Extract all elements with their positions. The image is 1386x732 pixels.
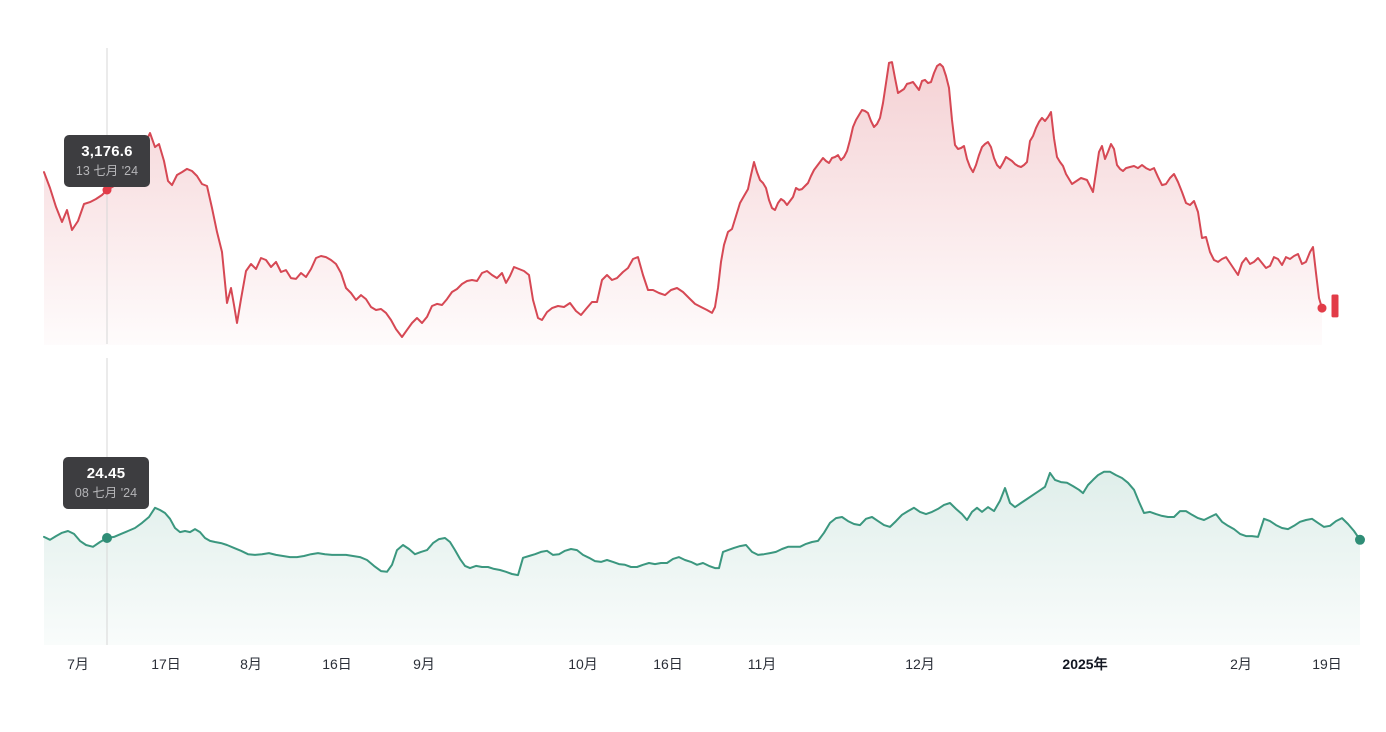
x-axis-tick: 7月 [67,656,89,672]
crosshair-dot-top-series [102,185,112,195]
x-axis-tick: 11月 [747,656,777,672]
x-axis-tick: 8月 [240,656,262,672]
series-line-bottom-series [43,470,1361,577]
tooltip-bottom-value: 24.45 [86,465,126,482]
x-axis-tick: 17日 [151,656,181,672]
x-axis-tick: 12月 [905,656,935,672]
last-price-bar-top-series [1331,294,1339,318]
last-point-dot-bottom-series [1355,534,1365,545]
tooltip-top-date: 13 七月 '24 [75,164,139,178]
last-point-dot-top-series [1317,303,1327,313]
crosshair-dot-bottom-series [102,533,112,543]
x-axis-tick: 16日 [322,656,352,672]
crosshair-tooltip-bottom: 24.45 08 七月 '24 [63,457,149,509]
tooltip-bottom-date: 08 七月 '24 [74,486,138,500]
crosshair-tooltip-top: 3,176.6 13 七月 '24 [64,135,150,187]
series-area-bottom-series [44,471,1360,645]
x-axis-tick: 10月 [568,656,598,672]
series-area-top-series [44,62,1322,345]
x-axis-tick: 2月 [1230,656,1252,672]
x-axis-tick: 16日 [653,656,683,672]
tooltip-top-value: 3,176.6 [81,143,133,160]
x-axis-tick: 19日 [1312,656,1342,672]
series-line-top-series [43,61,1323,338]
x-axis-tick: 9月 [413,656,435,672]
x-axis-tick: 2025年 [1062,656,1108,672]
x-axis: 7月 17日 8月 16日 9月 10月 16日 11月 12月 2025年 2月 19日 [0,649,1386,681]
